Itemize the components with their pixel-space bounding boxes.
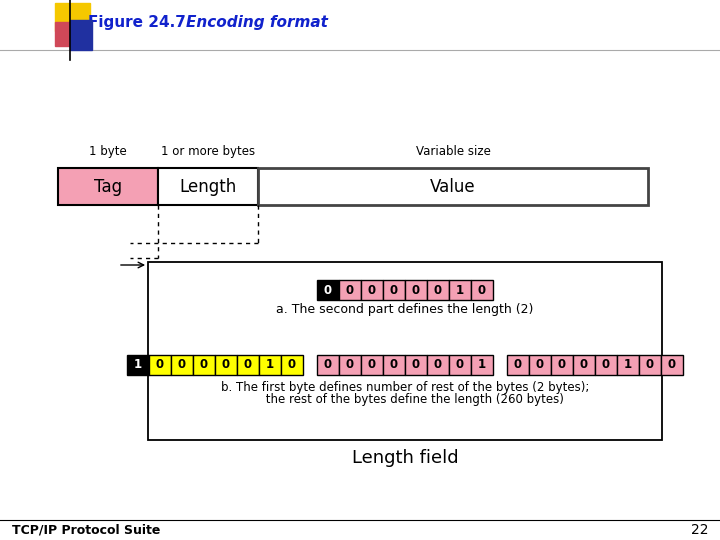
- Text: Length field: Length field: [351, 449, 459, 467]
- Bar: [148, 262, 662, 440]
- Text: 0: 0: [456, 359, 464, 372]
- Bar: [449, 355, 471, 375]
- Text: Length: Length: [179, 178, 237, 195]
- Bar: [449, 280, 471, 300]
- Text: 0: 0: [602, 359, 610, 372]
- Bar: [595, 355, 617, 375]
- Bar: [55, 22, 83, 46]
- Text: 1: 1: [624, 359, 632, 372]
- Text: TCP/IP Protocol Suite: TCP/IP Protocol Suite: [12, 523, 161, 537]
- Bar: [405, 280, 427, 300]
- Text: 0: 0: [478, 284, 486, 296]
- Text: 0: 0: [390, 359, 398, 372]
- Text: 0: 0: [434, 284, 442, 296]
- Bar: [661, 355, 683, 375]
- Text: Encoding format: Encoding format: [165, 15, 328, 30]
- Text: Value: Value: [430, 178, 476, 195]
- Bar: [405, 355, 427, 375]
- Text: 1: 1: [478, 359, 486, 372]
- Text: 22: 22: [690, 523, 708, 537]
- Text: 1: 1: [134, 359, 142, 372]
- Bar: [237, 355, 259, 375]
- Text: a. The second part defines the length (2): a. The second part defines the length (2…: [276, 303, 534, 316]
- Bar: [427, 355, 449, 375]
- Text: 0: 0: [580, 359, 588, 372]
- Text: 0: 0: [668, 359, 676, 372]
- Text: 0: 0: [288, 359, 296, 372]
- Text: 0: 0: [536, 359, 544, 372]
- Bar: [55, 3, 90, 31]
- Bar: [339, 280, 361, 300]
- Bar: [127, 355, 149, 375]
- Bar: [258, 168, 648, 205]
- Bar: [281, 355, 303, 375]
- Text: 0: 0: [200, 359, 208, 372]
- Text: 0: 0: [368, 359, 376, 372]
- Text: Tag: Tag: [94, 178, 122, 195]
- Text: 1 or more bytes: 1 or more bytes: [161, 145, 255, 158]
- Bar: [193, 355, 215, 375]
- Text: 0: 0: [222, 359, 230, 372]
- Text: 0: 0: [558, 359, 566, 372]
- Bar: [471, 355, 493, 375]
- Text: 0: 0: [324, 284, 332, 296]
- Text: 0: 0: [646, 359, 654, 372]
- Bar: [70, 20, 92, 50]
- Text: 0: 0: [368, 284, 376, 296]
- Bar: [361, 355, 383, 375]
- Bar: [339, 355, 361, 375]
- Text: 0: 0: [346, 359, 354, 372]
- Bar: [171, 355, 193, 375]
- Text: 0: 0: [434, 359, 442, 372]
- Bar: [149, 355, 171, 375]
- Text: 0: 0: [178, 359, 186, 372]
- Text: 0: 0: [346, 284, 354, 296]
- Bar: [58, 168, 158, 205]
- Bar: [427, 280, 449, 300]
- Text: 0: 0: [244, 359, 252, 372]
- Bar: [471, 280, 493, 300]
- Text: 0: 0: [412, 284, 420, 296]
- Bar: [215, 355, 237, 375]
- Text: Figure 24.7: Figure 24.7: [88, 15, 186, 30]
- Text: 0: 0: [156, 359, 164, 372]
- Text: b. The first byte defines number of rest of the bytes (2 bytes);: b. The first byte defines number of rest…: [221, 381, 589, 394]
- Bar: [383, 355, 405, 375]
- Text: 0: 0: [390, 284, 398, 296]
- Text: 0: 0: [412, 359, 420, 372]
- Bar: [259, 355, 281, 375]
- Bar: [639, 355, 661, 375]
- Text: 0: 0: [324, 359, 332, 372]
- Bar: [317, 280, 339, 300]
- Bar: [529, 355, 551, 375]
- Bar: [617, 355, 639, 375]
- Bar: [361, 280, 383, 300]
- Text: 1: 1: [266, 359, 274, 372]
- Bar: [317, 355, 339, 375]
- Text: 0: 0: [514, 359, 522, 372]
- Text: 1: 1: [456, 284, 464, 296]
- Bar: [507, 355, 529, 375]
- Text: Variable size: Variable size: [415, 145, 490, 158]
- Bar: [158, 168, 258, 205]
- Text: the rest of the bytes define the length (260 bytes): the rest of the bytes define the length …: [246, 393, 564, 406]
- Bar: [573, 355, 595, 375]
- Text: 1 byte: 1 byte: [89, 145, 127, 158]
- Bar: [551, 355, 573, 375]
- Bar: [383, 280, 405, 300]
